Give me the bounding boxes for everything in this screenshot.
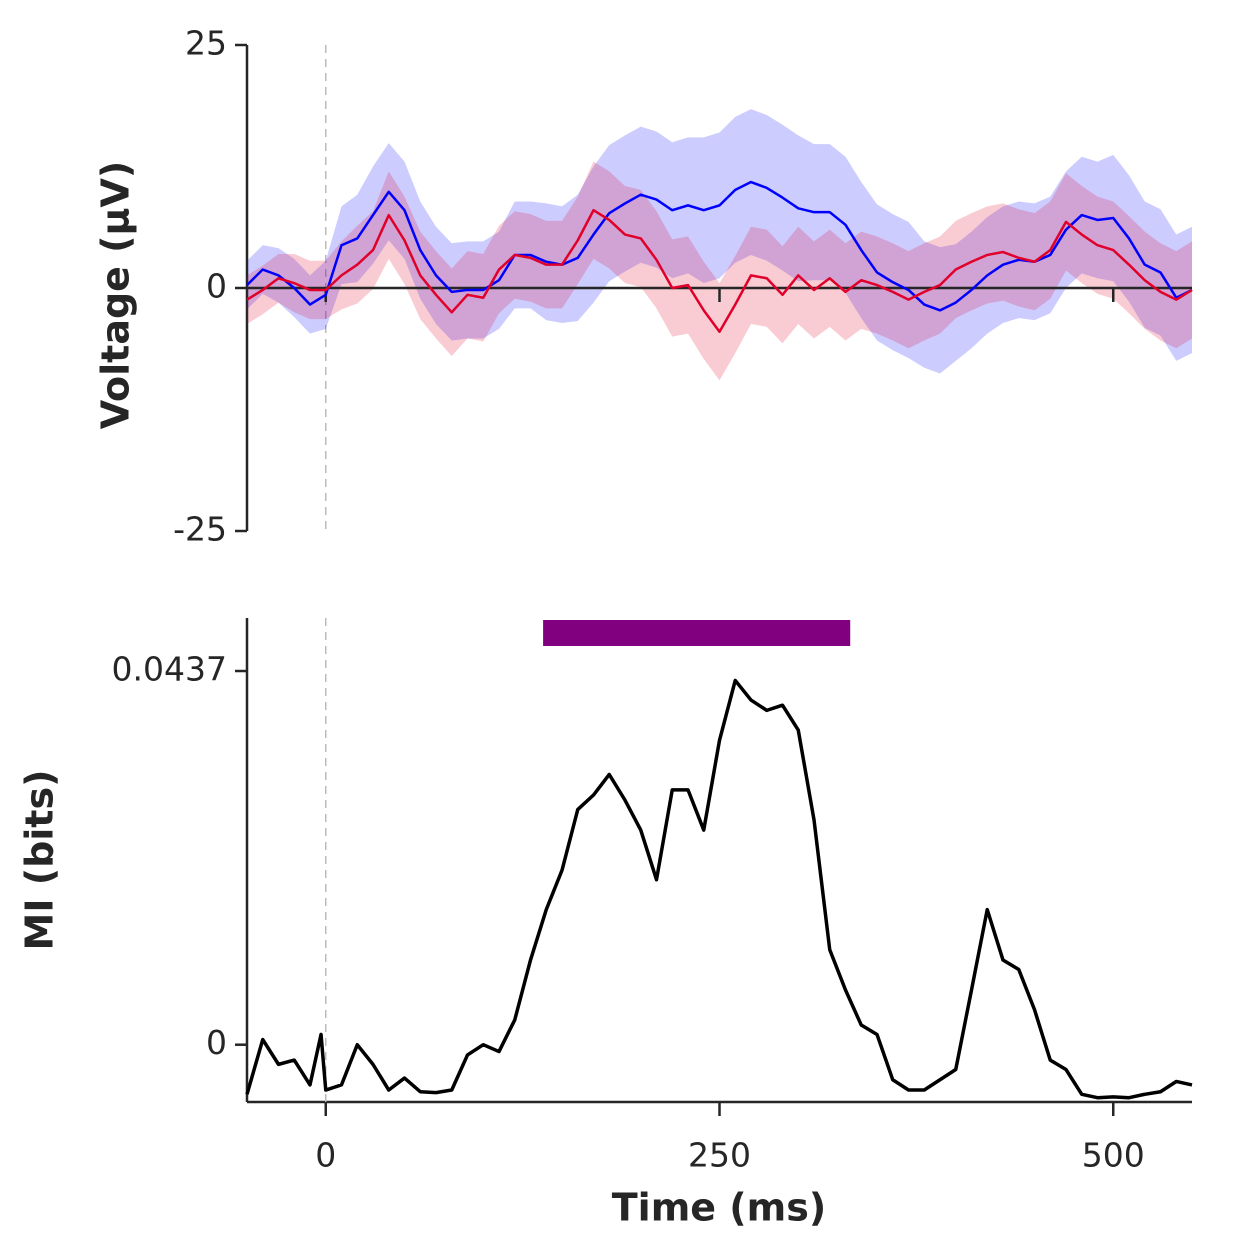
line — [245, 678, 1193, 1100]
x-tick-label: 0 — [315, 1136, 336, 1175]
error-band — [247, 161, 1192, 381]
y-axis-label: MI (bits) — [18, 770, 62, 951]
line — [246, 208, 1193, 333]
x-tick-label: 500 — [1082, 1136, 1145, 1175]
significance-bar — [543, 620, 851, 646]
y-tick-label: 0 — [206, 267, 227, 306]
x-axis-label: Time (ms) — [612, 1186, 827, 1230]
x-tick-label: 250 — [688, 1136, 751, 1175]
error-band — [247, 109, 1192, 374]
y-tick-label: 0.0437 — [112, 650, 227, 689]
y-tick-label: -25 — [173, 510, 227, 549]
y-axis-label: Voltage (μV) — [94, 161, 138, 430]
y-tick-label: 25 — [185, 24, 227, 63]
y-tick-label: 0 — [206, 1023, 227, 1062]
